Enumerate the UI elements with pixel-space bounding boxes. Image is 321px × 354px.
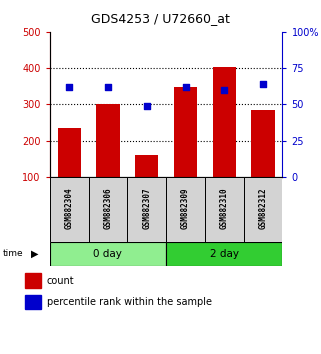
Point [66, 84, 72, 90]
Text: GSM882304: GSM882304 [65, 188, 74, 229]
Text: GSM882309: GSM882309 [181, 188, 190, 229]
Text: 2 day: 2 day [210, 249, 239, 259]
Text: GSM882312: GSM882312 [259, 188, 268, 229]
Text: GDS4253 / U72660_at: GDS4253 / U72660_at [91, 12, 230, 25]
Bar [96, 104, 119, 177]
Bar [57, 128, 81, 177]
Bar [244, 177, 282, 242]
Bar [50, 177, 89, 242]
Bar [89, 177, 127, 242]
Point [105, 84, 110, 90]
Bar [205, 177, 244, 242]
Bar [213, 67, 236, 177]
Text: 0 day: 0 day [93, 249, 122, 259]
Text: GSM882307: GSM882307 [142, 188, 151, 229]
Bar [50, 242, 166, 266]
Text: ▶: ▶ [30, 249, 38, 259]
Point [222, 87, 227, 93]
Bar [166, 177, 205, 242]
Text: time: time [3, 250, 24, 258]
Bar [25, 273, 41, 288]
Text: GSM882310: GSM882310 [220, 188, 229, 229]
Point [183, 84, 188, 90]
Point [144, 103, 149, 109]
Bar [135, 155, 158, 177]
Bar [174, 87, 197, 177]
Bar [25, 295, 41, 309]
Text: count: count [47, 275, 74, 286]
Bar [251, 110, 275, 177]
Bar [166, 242, 282, 266]
Bar [127, 177, 166, 242]
Text: GSM882306: GSM882306 [103, 188, 112, 229]
Text: percentile rank within the sample: percentile rank within the sample [47, 297, 212, 307]
Point [261, 81, 266, 87]
